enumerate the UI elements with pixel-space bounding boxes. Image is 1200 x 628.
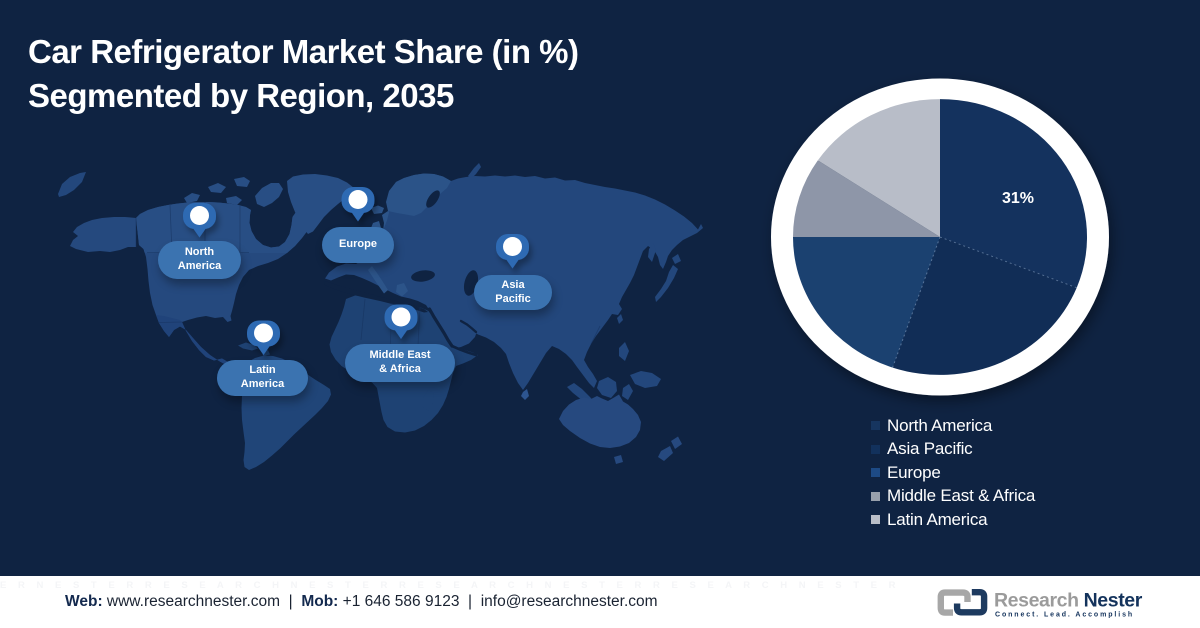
svg-text:31%: 31% <box>1002 190 1034 207</box>
svg-text:Connect. Lead. Accomplish: Connect. Lead. Accomplish <box>995 612 1134 619</box>
svg-text:Research Nester: Research Nester <box>994 590 1143 612</box>
